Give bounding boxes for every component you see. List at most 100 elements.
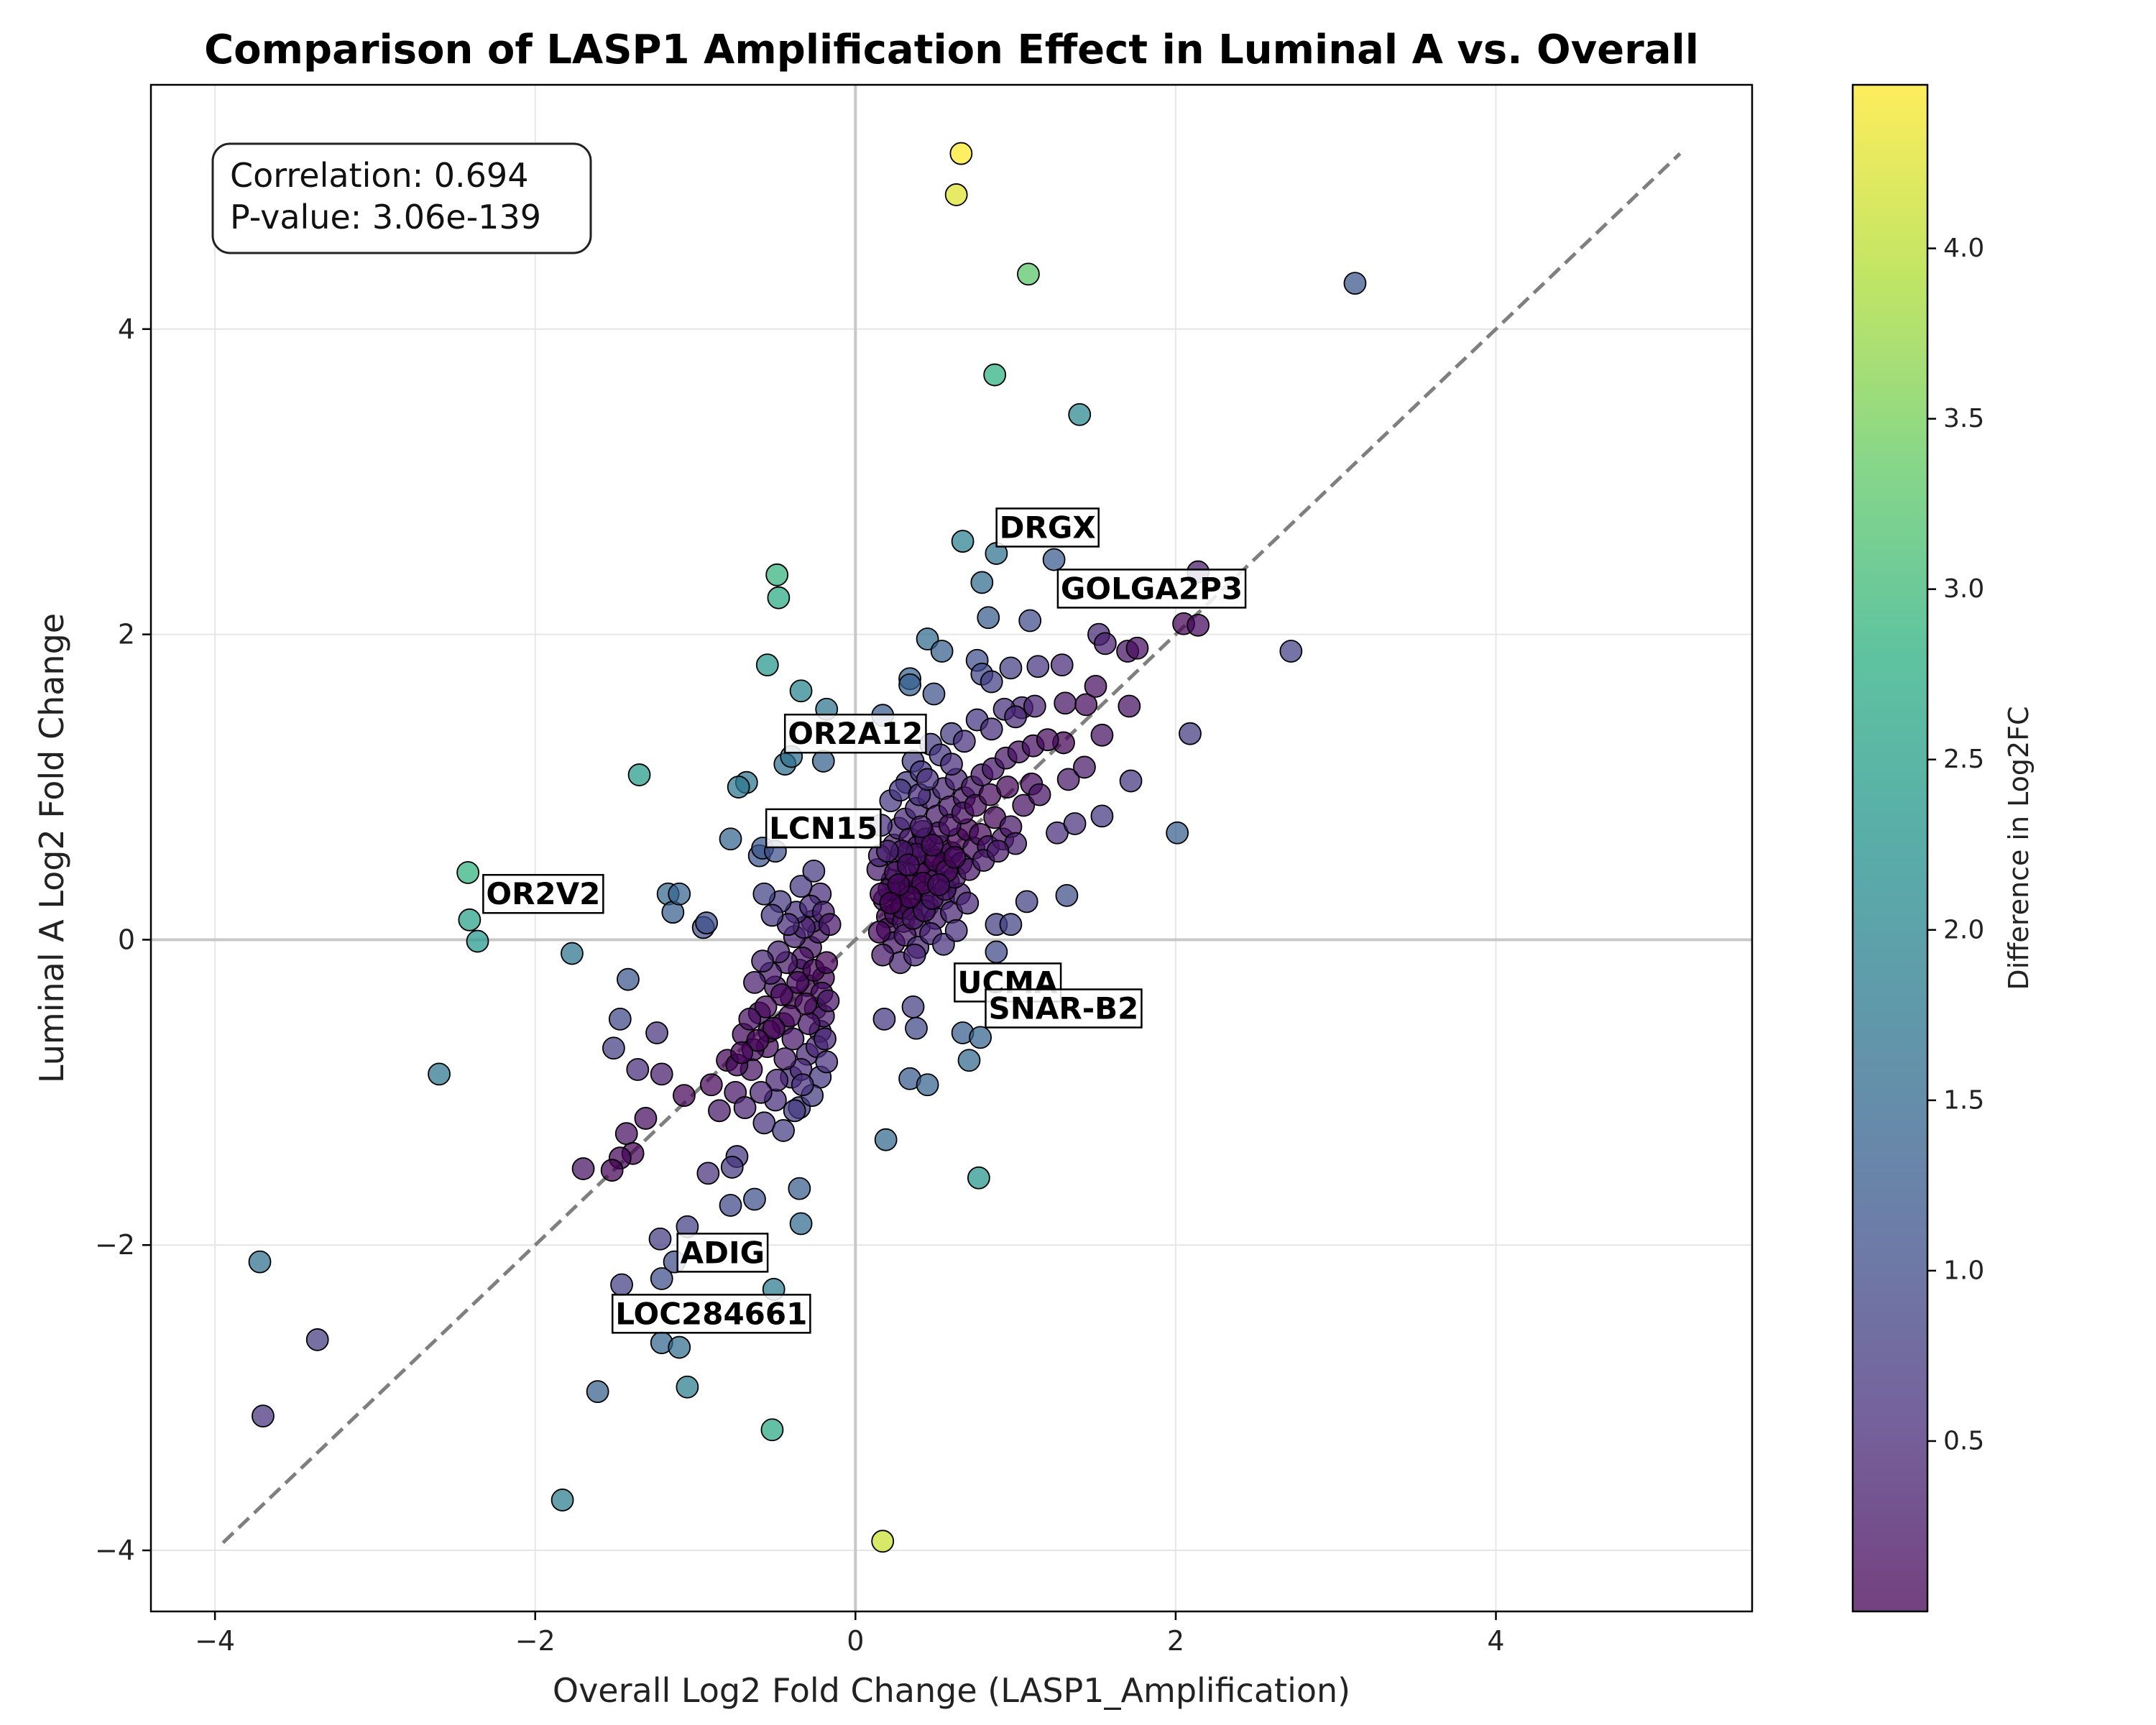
scatter-point bbox=[983, 363, 1007, 387]
scatter-point bbox=[944, 183, 968, 206]
scatter-point bbox=[943, 845, 967, 869]
gene-label-box bbox=[985, 988, 1143, 1029]
x-tick-label: 2 bbox=[1167, 1625, 1184, 1657]
scatter-point bbox=[610, 1273, 633, 1297]
scatter-point bbox=[879, 891, 903, 915]
scatter-point bbox=[970, 571, 994, 594]
scatter-point bbox=[1028, 783, 1051, 806]
gene-label-box bbox=[611, 1294, 811, 1334]
x-axis-label: Overall Log2 Fold Change (LASP1_Amplific… bbox=[553, 1671, 1350, 1710]
scatter-point bbox=[789, 679, 813, 703]
gene-label: GOLGA2P3 bbox=[1061, 571, 1243, 606]
scatter-point bbox=[466, 929, 489, 953]
gene-label: LCN15 bbox=[769, 811, 877, 846]
scatter-point bbox=[903, 943, 926, 967]
colorbar-tick-label: 4.0 bbox=[1943, 234, 1984, 263]
y-tick-label: 4 bbox=[118, 313, 135, 345]
scatter-point bbox=[1055, 883, 1079, 907]
gene-annotation: LCN15 bbox=[765, 808, 882, 849]
scatter-point bbox=[969, 1026, 992, 1049]
scatter-point bbox=[905, 1016, 928, 1040]
gene-label-box bbox=[765, 808, 882, 849]
gene-annotation: ADIG bbox=[676, 1233, 769, 1273]
scatter-point bbox=[818, 913, 842, 937]
scatter-point bbox=[1056, 768, 1080, 791]
chart-title: Comparison of LASP1 Amplification Effect… bbox=[204, 27, 1699, 73]
scatter-point bbox=[999, 913, 1023, 937]
scatter-point bbox=[1042, 548, 1066, 571]
scatter-point bbox=[458, 908, 482, 932]
scatter-point bbox=[738, 1007, 762, 1031]
scatter-point bbox=[428, 1062, 451, 1086]
scatter-point bbox=[673, 1084, 696, 1107]
scatter-point bbox=[650, 1062, 673, 1086]
data-points bbox=[248, 142, 1367, 1553]
diagonal-reference-line bbox=[221, 152, 1682, 1545]
scatter-point bbox=[949, 142, 973, 165]
scatter-point bbox=[634, 1107, 658, 1130]
scatter-point bbox=[1026, 655, 1050, 678]
scatter-point bbox=[789, 875, 813, 898]
x-tick-label: −2 bbox=[515, 1625, 556, 1657]
scatter-point bbox=[699, 1073, 723, 1097]
scatter-point bbox=[967, 1166, 990, 1190]
x-tick-label: 4 bbox=[1487, 1625, 1504, 1657]
scatter-point bbox=[1017, 262, 1040, 286]
scatter-point bbox=[760, 903, 784, 927]
scatter-point bbox=[916, 1073, 939, 1097]
scatter-point bbox=[1046, 821, 1069, 845]
scatter-point bbox=[648, 1227, 672, 1251]
scatter-point bbox=[874, 1128, 898, 1151]
x-tick-label: −4 bbox=[195, 1625, 235, 1657]
scatter-point bbox=[957, 1049, 981, 1072]
scatter-point bbox=[1343, 272, 1367, 295]
scatter-point bbox=[1084, 674, 1107, 698]
scatter-point bbox=[815, 951, 839, 975]
scatter-point bbox=[999, 656, 1023, 680]
scatter-point bbox=[786, 971, 810, 994]
gene-label: DRGX bbox=[1000, 510, 1096, 545]
gene-annotation: OR2A12 bbox=[783, 713, 927, 754]
gene-label-box bbox=[1056, 569, 1247, 609]
scatter-point bbox=[867, 920, 891, 944]
scatter-point bbox=[1279, 640, 1303, 663]
y-tick-label: −2 bbox=[95, 1229, 135, 1261]
colorbar-gradient bbox=[1851, 83, 1929, 1613]
scatter-point bbox=[1074, 693, 1098, 717]
scatter-point bbox=[789, 1212, 813, 1236]
scatter-point bbox=[871, 943, 895, 967]
colorbar-tick-label: 1.5 bbox=[1943, 1085, 1984, 1115]
scatter-point bbox=[986, 840, 1010, 863]
scatter-point bbox=[719, 827, 742, 851]
scatter-point bbox=[696, 1162, 720, 1185]
scatter-point bbox=[733, 1096, 757, 1119]
scatter-point bbox=[1023, 694, 1046, 718]
scatter-point bbox=[816, 989, 840, 1013]
gene-label: OR2V2 bbox=[486, 876, 600, 911]
scatter-point bbox=[927, 873, 951, 896]
scatter-point bbox=[1012, 794, 1036, 817]
scatter-point bbox=[1119, 769, 1143, 793]
x-axis-ticks: −4 −2 0 2 4 bbox=[195, 1611, 1505, 1657]
scatter-point bbox=[614, 1122, 638, 1146]
scatter-point bbox=[765, 1068, 789, 1092]
scatter-point bbox=[743, 971, 766, 994]
scatter-point bbox=[248, 1250, 272, 1274]
gene-label: LOC284661 bbox=[615, 1296, 807, 1331]
scatter-point bbox=[1118, 694, 1141, 718]
scatter-point bbox=[980, 717, 1003, 741]
scatter-point bbox=[788, 1177, 811, 1200]
scatter-point bbox=[996, 776, 1019, 799]
scatter-point bbox=[781, 1027, 805, 1051]
scatter-point bbox=[749, 1080, 773, 1104]
scatter-point bbox=[814, 1027, 837, 1051]
scatter-point bbox=[746, 1029, 770, 1052]
colorbar-tick-label: 2.5 bbox=[1943, 745, 1984, 774]
scatter-point bbox=[778, 1004, 801, 1028]
scatter-point bbox=[668, 882, 691, 906]
scatter-point bbox=[252, 1404, 275, 1428]
scatter-point bbox=[760, 1418, 784, 1442]
scatter-point bbox=[802, 859, 826, 883]
scatter-point bbox=[770, 983, 793, 1006]
gene-label: ADIG bbox=[681, 1235, 765, 1270]
